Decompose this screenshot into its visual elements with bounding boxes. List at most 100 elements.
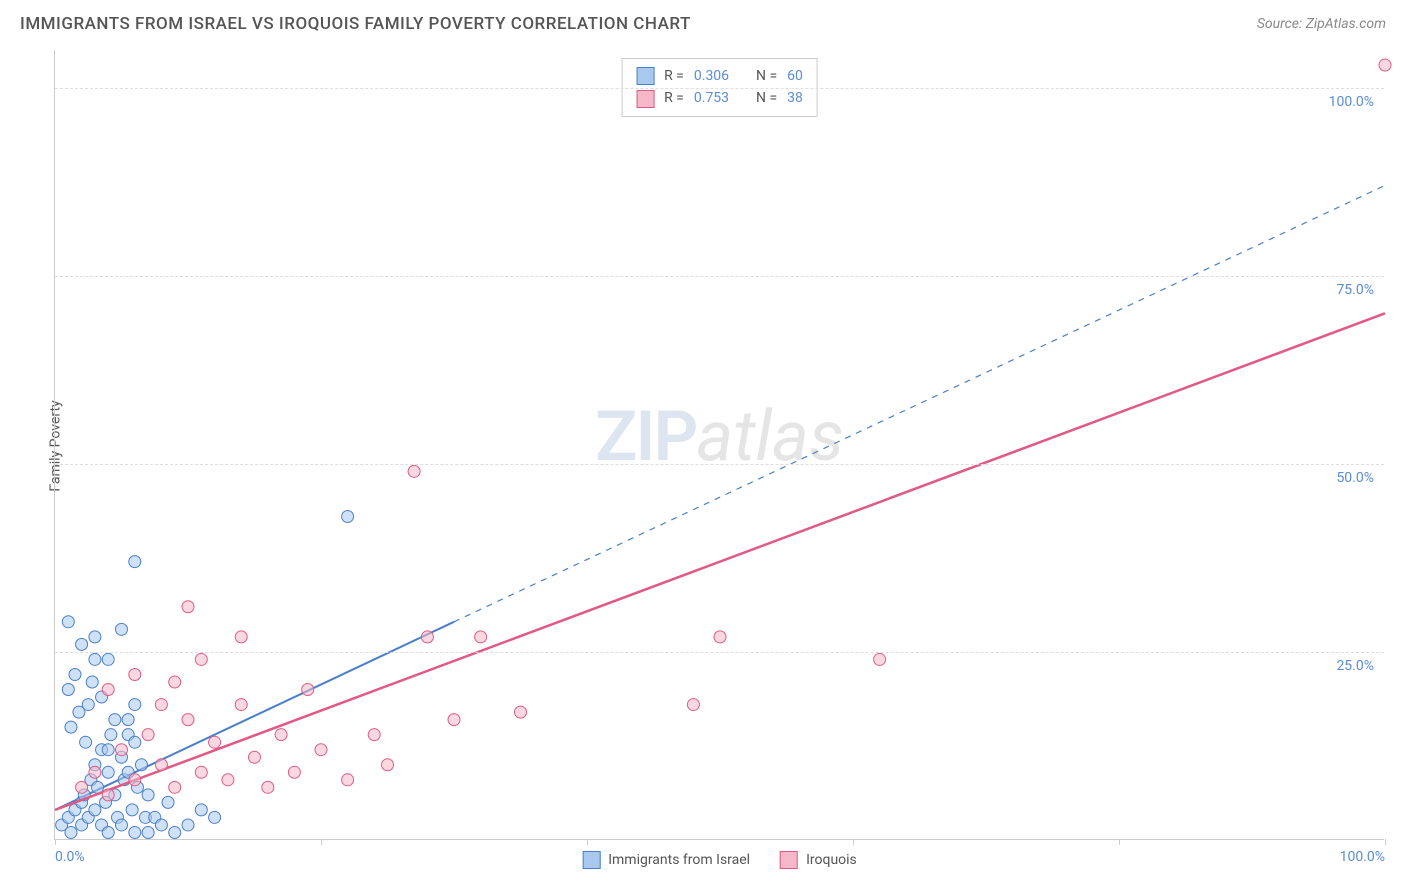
data-point-iroquois (421, 631, 433, 643)
y-tick-label: 50.0% (1336, 470, 1374, 486)
data-point-israel (129, 826, 141, 838)
legend-item-iroquois: Iroquois (780, 851, 857, 869)
n-label: N = (756, 65, 777, 87)
data-point-iroquois (342, 774, 354, 786)
data-point-iroquois (1379, 59, 1391, 71)
x-tick (587, 839, 588, 845)
data-point-israel (169, 826, 181, 838)
x-tick (853, 839, 854, 845)
x-tick (1119, 839, 1120, 845)
data-point-israel (73, 706, 85, 718)
data-point-iroquois (89, 766, 101, 778)
series-legend: Immigrants from Israel Iroquois (582, 851, 857, 869)
data-point-iroquois (235, 631, 247, 643)
data-point-iroquois (182, 714, 194, 726)
x-tick (55, 839, 56, 845)
data-point-iroquois (315, 744, 327, 756)
data-point-iroquois (195, 653, 207, 665)
data-point-israel (102, 653, 114, 665)
data-point-israel (89, 631, 101, 643)
data-point-iroquois (102, 684, 114, 696)
legend-label-iroquois: Iroquois (806, 852, 857, 868)
data-point-iroquois (169, 781, 181, 793)
data-point-iroquois (475, 631, 487, 643)
data-point-israel (65, 826, 77, 838)
data-point-israel (89, 804, 101, 816)
data-point-iroquois (368, 729, 380, 741)
r-label: R = (664, 65, 684, 87)
y-tick-label: 25.0% (1336, 658, 1374, 674)
x-tick-label-max: 100.0% (1340, 849, 1385, 865)
data-point-israel (162, 796, 174, 808)
data-point-israel (109, 714, 121, 726)
data-point-iroquois (182, 601, 194, 613)
data-point-israel (142, 789, 154, 801)
n-value-israel: 60 (787, 65, 803, 87)
n-value-iroquois: 38 (787, 87, 803, 109)
data-point-israel (129, 556, 141, 568)
data-point-iroquois (235, 699, 247, 711)
source-label: Source: ZipAtlas.com (1257, 16, 1386, 32)
swatch-iroquois (636, 90, 654, 108)
data-point-israel (155, 819, 167, 831)
data-point-iroquois (209, 736, 221, 748)
chart-title: IMMIGRANTS FROM ISRAEL VS IROQUOIS FAMIL… (20, 14, 691, 34)
data-point-iroquois (382, 759, 394, 771)
data-point-israel (65, 721, 77, 733)
r-label: R = (664, 87, 684, 109)
data-point-iroquois (262, 781, 274, 793)
data-point-israel (129, 736, 141, 748)
gridline (55, 652, 1384, 653)
stats-row-iroquois: R = 0.753 N = 38 (636, 87, 803, 109)
gridline (55, 276, 1384, 277)
data-point-iroquois (714, 631, 726, 643)
data-point-iroquois (222, 774, 234, 786)
data-point-israel (182, 819, 194, 831)
chart-plot-area: ZIPatlas R =0.306 N =60R =0.753 N =38 Im… (54, 50, 1384, 840)
data-point-israel (116, 819, 128, 831)
scatter-svg (55, 50, 1384, 839)
trend-line-iroquois (55, 313, 1385, 810)
y-tick-label: 100.0% (1329, 94, 1374, 110)
data-point-israel (105, 729, 117, 741)
gridline (55, 88, 1384, 89)
legend-swatch-israel (582, 851, 600, 869)
data-point-israel (142, 826, 154, 838)
x-tick (1385, 839, 1386, 845)
data-point-israel (62, 616, 74, 628)
data-point-israel (89, 653, 101, 665)
data-point-iroquois (249, 751, 261, 763)
x-tick-label-min: 0.0% (55, 849, 85, 865)
data-point-israel (102, 744, 114, 756)
data-point-israel (62, 684, 74, 696)
data-point-israel (80, 736, 92, 748)
data-point-israel (122, 714, 134, 726)
data-point-israel (135, 759, 147, 771)
data-point-iroquois (142, 729, 154, 741)
data-point-iroquois (169, 676, 181, 688)
data-point-iroquois (515, 706, 527, 718)
legend-label-israel: Immigrants from Israel (608, 852, 750, 868)
data-point-iroquois (448, 714, 460, 726)
data-point-iroquois (302, 684, 314, 696)
data-point-israel (195, 804, 207, 816)
data-point-iroquois (687, 699, 699, 711)
data-point-israel (209, 811, 221, 823)
source-name: ZipAtlas.com (1306, 16, 1386, 32)
swatch-israel (636, 67, 654, 85)
legend-item-israel: Immigrants from Israel (582, 851, 750, 869)
gridline (55, 464, 1384, 465)
stats-row-israel: R = 0.306 N = 60 (636, 65, 803, 87)
y-tick-label: 75.0% (1336, 282, 1374, 298)
data-point-israel (102, 826, 114, 838)
n-label: N = (756, 87, 777, 109)
r-value-iroquois: 0.753 (694, 87, 729, 109)
data-point-israel (76, 638, 88, 650)
trend-line-dashed-israel (454, 185, 1385, 621)
data-point-iroquois (129, 668, 141, 680)
r-value-israel: 0.306 (694, 65, 729, 87)
data-point-iroquois (102, 789, 114, 801)
x-tick (321, 839, 322, 845)
legend-swatch-iroquois (780, 851, 798, 869)
data-point-iroquois (408, 465, 420, 477)
